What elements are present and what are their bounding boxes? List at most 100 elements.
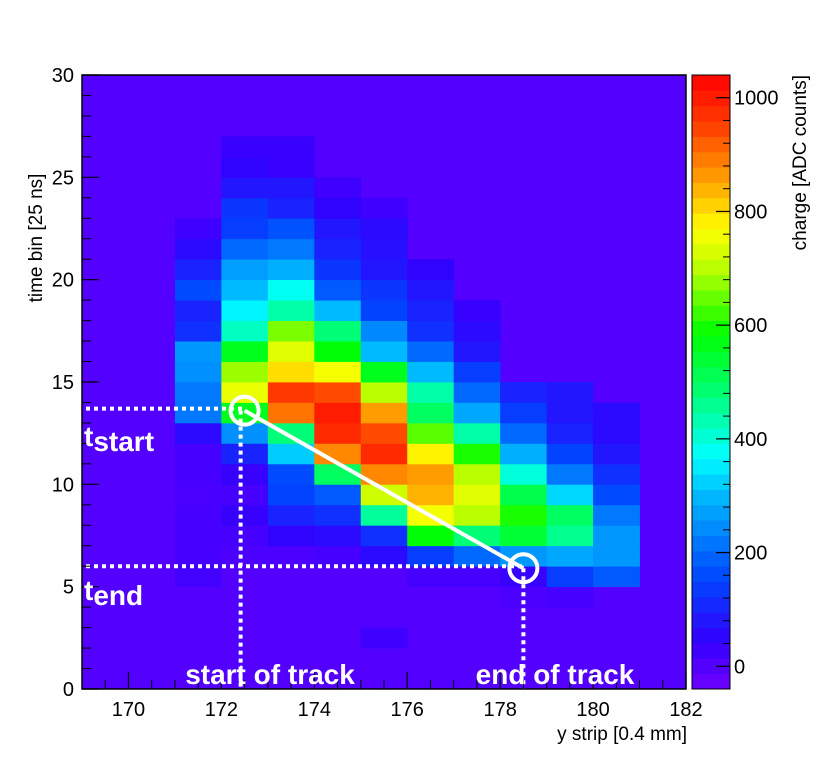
heatmap-cell [267, 279, 315, 301]
heatmap-cell [174, 382, 222, 403]
y-tick-label: 0 [63, 679, 74, 701]
heatmap-cell [221, 566, 269, 588]
color-scale-band [692, 550, 730, 567]
heatmap-cell [314, 382, 362, 403]
heatmap-cell [267, 463, 315, 485]
heatmap-cell [174, 566, 222, 588]
color-scale-band [692, 428, 730, 444]
heatmap-cell [174, 545, 222, 567]
heatmap-cell [407, 341, 455, 362]
color-scale-band [692, 642, 730, 659]
color-scale-band [692, 535, 730, 552]
color-scale-band [692, 520, 730, 536]
color-scale-band [692, 658, 730, 675]
heatmap-cell [453, 300, 501, 321]
heatmap-cell [500, 463, 548, 485]
heatmap-cell [314, 177, 362, 199]
heatmap-cell [267, 525, 315, 547]
heatmap-cell [267, 320, 315, 342]
heatmap-cell [546, 525, 594, 547]
heatmap-cell [593, 566, 640, 588]
heatmap-cell [221, 484, 269, 506]
heatmap-cell [500, 586, 548, 608]
color-scale-band [692, 136, 730, 153]
color-scale-band [692, 627, 730, 644]
color-scale-band [692, 612, 730, 629]
z-tick-label: 0 [734, 656, 745, 678]
heatmap-cell [453, 341, 501, 362]
heatmap-cell [453, 422, 501, 444]
heatmap-cell [221, 525, 269, 547]
heatmap-cell [360, 484, 408, 506]
heatmap-cell [267, 443, 315, 465]
heatmap-cell [360, 443, 408, 465]
heatmap-cell [593, 422, 640, 444]
heatmap-cell [221, 504, 269, 526]
heatmap-cell [314, 197, 362, 219]
color-scale-band [692, 274, 730, 291]
heatmap-cell [360, 300, 408, 321]
heatmap-cell [221, 463, 269, 485]
heatmap-cell [314, 279, 362, 301]
color-scale-band [692, 673, 730, 690]
x-tick-label: 178 [483, 699, 516, 721]
color-scale-band [692, 121, 730, 137]
color-scale-frame [691, 74, 731, 690]
heatmap-cell [453, 361, 501, 383]
heatmap-cell [314, 525, 362, 547]
heatmap-cell [453, 402, 501, 424]
heatmap-cell [360, 545, 408, 567]
color-scale-band [692, 151, 730, 168]
z-tick-label: 800 [734, 201, 767, 223]
heatmap-cell [453, 484, 501, 506]
color-scale-band [692, 581, 730, 598]
heatmap-cell [221, 586, 269, 608]
heatmap-cell [267, 382, 315, 403]
heatmap-cell [221, 382, 269, 403]
heatmap-cell [500, 484, 548, 506]
heatmap-cell [546, 504, 594, 526]
x-tick-label: 182 [669, 699, 702, 721]
heatmap-cell [500, 504, 548, 526]
heatmap-cell [453, 525, 501, 547]
heatmap-cell [407, 525, 455, 547]
heatmap-cell [593, 402, 640, 424]
heatmap-cell [221, 443, 269, 465]
y-tick-label: 25 [52, 167, 74, 189]
heatmap-cell [267, 218, 315, 240]
track-overlay [86, 394, 540, 689]
heatmap-cell [360, 402, 408, 424]
heatmap-cell [314, 320, 362, 342]
heatmap-cell [360, 218, 408, 240]
heatmap-cell [267, 545, 315, 567]
heatmap-cell [174, 402, 222, 424]
heatmap-cell [360, 504, 408, 526]
heatmap-cell [267, 300, 315, 321]
z-tick-label: 1000 [734, 88, 779, 110]
y-tick-label: 30 [52, 65, 74, 87]
heatmap-cell [221, 156, 269, 178]
x-axis-title: y strip [0.4 mm] [557, 724, 687, 745]
heatmap-cell [546, 545, 594, 567]
color-scale-band [692, 305, 730, 322]
heatmap-cell [407, 320, 455, 342]
heatmap-cell [314, 443, 362, 465]
heatmap-cell [360, 320, 408, 342]
heatmap-cell [267, 504, 315, 526]
color-scale-band [692, 412, 730, 429]
x-tick-label: 172 [205, 699, 238, 721]
heatmap-cell [360, 422, 408, 444]
heatmap-cell [221, 300, 269, 321]
heatmap-cell [407, 300, 455, 321]
heatmap-cell [267, 341, 315, 362]
color-scale-band [692, 182, 730, 199]
y-tick-label: 5 [63, 577, 74, 599]
heatmap-cell [546, 586, 594, 608]
z-tick-label: 400 [734, 429, 767, 451]
heatmap-cell [174, 443, 222, 465]
heatmap-cell [221, 361, 269, 383]
heatmap-cell [593, 484, 640, 506]
heatmap-cell [314, 238, 362, 260]
heatmap-cell [360, 279, 408, 301]
heatmap-cell [360, 382, 408, 403]
